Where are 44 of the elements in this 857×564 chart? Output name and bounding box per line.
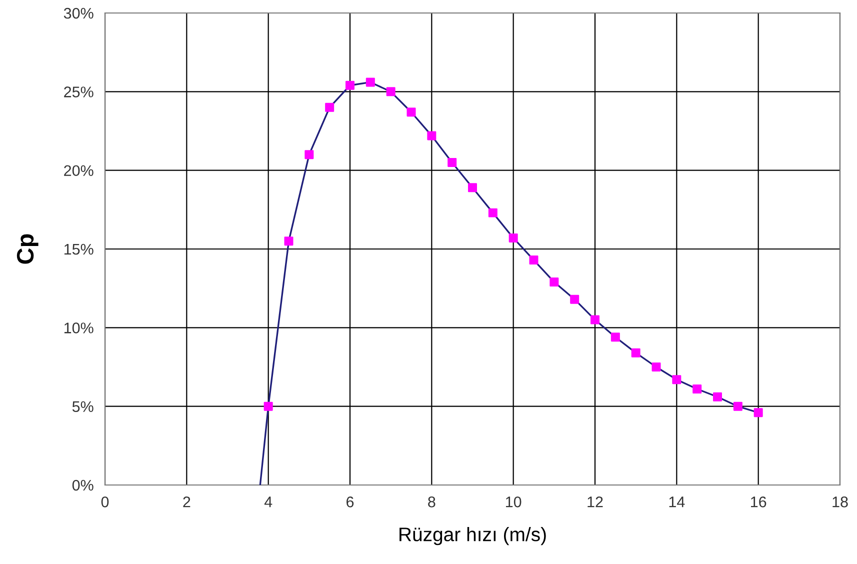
x-tick-label: 12	[588, 496, 603, 508]
point	[508, 233, 518, 242]
point	[284, 236, 294, 246]
point	[631, 348, 640, 358]
point	[733, 402, 742, 411]
x-tick-label: 4	[264, 496, 272, 508]
point	[325, 102, 334, 112]
point	[264, 402, 273, 411]
x-tick-label: 2	[183, 496, 190, 508]
y-tick-label: 5%	[72, 401, 94, 412]
point	[406, 108, 416, 117]
x-tick-label: 16	[751, 496, 766, 508]
point	[427, 131, 436, 140]
y-tick-label: 15%	[64, 244, 94, 255]
point	[672, 375, 682, 384]
y-tick-label: 0%	[72, 480, 94, 491]
y-tick-label: 30%	[64, 8, 94, 19]
x-tick-label: 6	[346, 496, 354, 508]
point	[570, 294, 580, 304]
point	[488, 208, 498, 218]
x-tick-label: 18	[832, 496, 848, 508]
point	[448, 158, 457, 167]
y-tick-label: 25%	[64, 86, 94, 98]
point	[590, 315, 600, 324]
point	[713, 392, 722, 402]
x-axis-title: Rüzgar hızı (m/s)	[400, 527, 546, 546]
point	[468, 183, 477, 192]
point	[386, 87, 396, 96]
x-tick-label: 14	[669, 496, 685, 508]
y-tick-label: 20%	[64, 165, 94, 176]
point	[692, 384, 702, 394]
y-tick-label: 10%	[64, 322, 94, 334]
point	[610, 332, 620, 342]
point	[550, 278, 559, 287]
point	[366, 78, 375, 87]
point	[652, 362, 661, 372]
x-tick-label: 10	[506, 496, 522, 508]
y-axis-title: Cp	[16, 234, 38, 264]
point	[529, 256, 538, 265]
point	[346, 80, 354, 90]
point	[304, 150, 314, 160]
x-tick-label: 0	[101, 496, 109, 508]
x-tick-label: 8	[428, 496, 436, 508]
point	[754, 408, 763, 418]
